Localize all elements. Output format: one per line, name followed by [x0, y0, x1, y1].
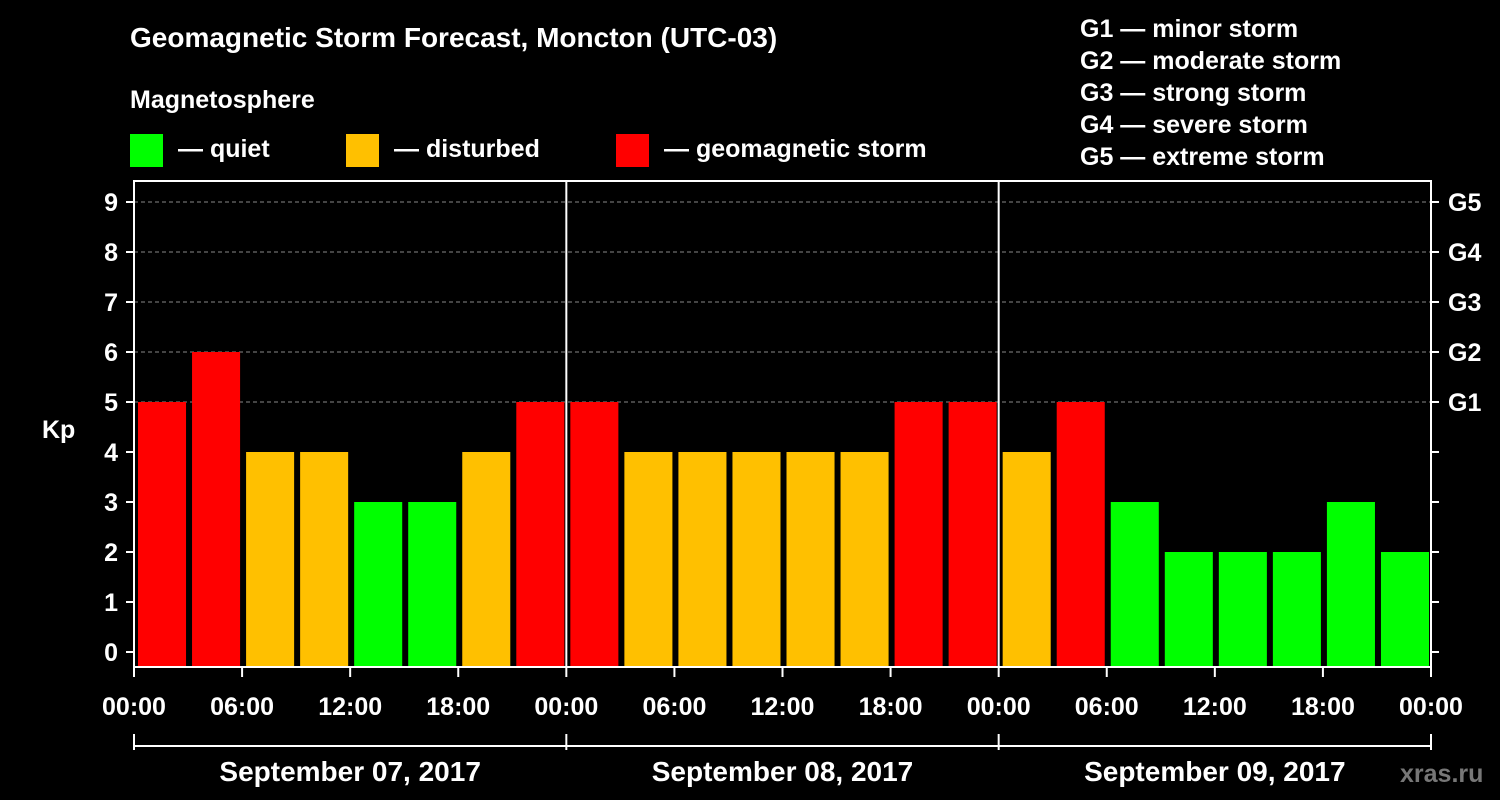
kp-bar — [246, 452, 295, 667]
y-tick-label: 6 — [104, 339, 118, 367]
kp-bar — [1002, 452, 1051, 667]
kp-bar — [1272, 552, 1321, 667]
legend-label-quiet: — quiet — [178, 135, 270, 163]
kp-bar — [786, 452, 835, 667]
x-tick-label: 00:00 — [534, 693, 598, 721]
day-label: September 09, 2017 — [1084, 756, 1346, 787]
y-tick-label: 4 — [104, 439, 118, 467]
kp-bar — [300, 452, 349, 667]
y-tick-label: 8 — [104, 239, 118, 267]
kp-bar — [138, 402, 187, 667]
kp-bar — [678, 452, 727, 667]
kp-bar — [516, 402, 565, 667]
storm-scale-g2: G2 — moderate storm — [1080, 47, 1342, 75]
x-tick-label: 12:00 — [751, 693, 815, 721]
legend-label-disturbed: — disturbed — [394, 135, 540, 163]
y-tick-label: 9 — [104, 189, 118, 217]
kp-bar — [948, 402, 997, 667]
legend-swatch-disturbed — [346, 134, 379, 167]
kp-bar — [1380, 552, 1429, 667]
legend-heading: Magnetosphere — [130, 86, 315, 114]
day-label: September 08, 2017 — [652, 756, 914, 787]
x-tick-label: 00:00 — [102, 693, 166, 721]
storm-level-label: G3 — [1448, 289, 1481, 317]
kp-bar — [624, 452, 673, 667]
y-tick-label: 1 — [104, 589, 118, 617]
chart-title: Geomagnetic Storm Forecast, Moncton (UTC… — [130, 22, 778, 53]
kp-bar — [354, 502, 403, 667]
y-tick-label: 2 — [104, 539, 118, 567]
y-tick-label: 3 — [104, 489, 118, 517]
x-tick-label: 00:00 — [967, 693, 1031, 721]
x-tick-label: 06:00 — [1075, 693, 1139, 721]
storm-level-label: G5 — [1448, 189, 1481, 217]
storm-level-label: G2 — [1448, 339, 1481, 367]
storm-scale-g3: G3 — strong storm — [1080, 79, 1307, 107]
storm-level-label: G4 — [1448, 239, 1481, 267]
kp-bar — [462, 452, 511, 667]
x-tick-label: 00:00 — [1399, 693, 1463, 721]
kp-bar — [732, 452, 781, 667]
watermark: xras.ru — [1400, 760, 1484, 788]
storm-scale-g4: G4 — severe storm — [1080, 111, 1308, 139]
storm-level-label: G1 — [1448, 389, 1481, 417]
x-tick-label: 18:00 — [426, 693, 490, 721]
kp-bar — [1164, 552, 1213, 667]
day-label: September 07, 2017 — [219, 756, 481, 787]
kp-bar — [1326, 502, 1375, 667]
storm-scale-g1: G1 — minor storm — [1080, 15, 1299, 43]
y-tick-label: 0 — [104, 639, 118, 667]
legend-label-storm: — geomagnetic storm — [664, 135, 927, 163]
legend-swatch-storm — [616, 134, 649, 167]
kp-bar — [192, 352, 241, 667]
x-tick-label: 06:00 — [210, 693, 274, 721]
y-tick-label: 7 — [104, 289, 118, 317]
kp-bar — [1218, 552, 1267, 667]
y-tick-label: 5 — [104, 389, 118, 417]
kp-bar — [840, 452, 889, 667]
x-tick-label: 12:00 — [318, 693, 382, 721]
x-tick-label: 06:00 — [642, 693, 706, 721]
legend-swatch-quiet — [130, 134, 163, 167]
storm-scale-g5: G5 — extreme storm — [1080, 143, 1325, 171]
x-tick-label: 18:00 — [859, 693, 923, 721]
x-tick-label: 12:00 — [1183, 693, 1247, 721]
kp-bar — [1110, 502, 1159, 667]
kp-bar — [408, 502, 457, 667]
x-tick-label: 18:00 — [1291, 693, 1355, 721]
y-axis-label: Kp — [42, 416, 75, 444]
kp-bar — [894, 402, 943, 667]
kp-bar — [570, 402, 619, 667]
kp-bar — [1056, 402, 1105, 667]
